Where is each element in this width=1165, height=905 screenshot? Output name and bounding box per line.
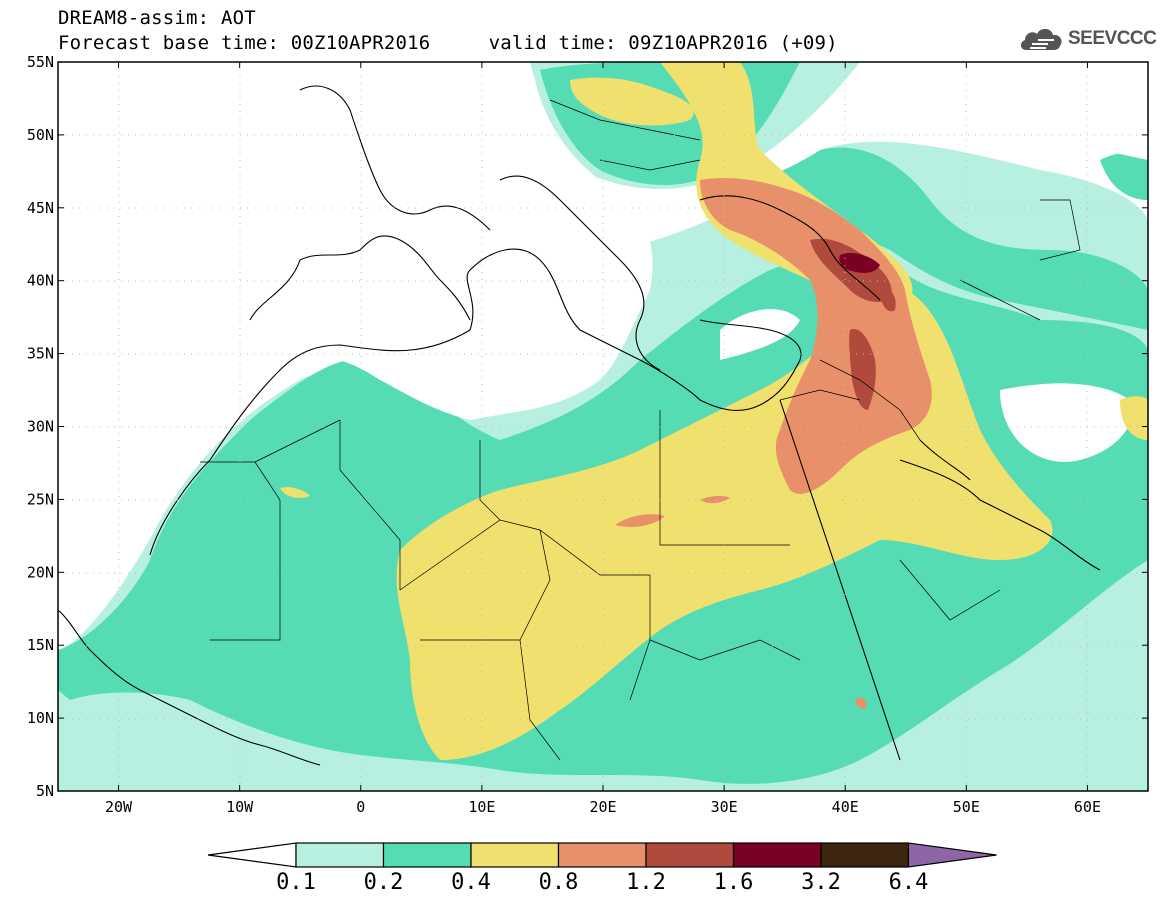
graticule	[58, 62, 1148, 791]
lon-tick-label: 30E	[711, 798, 738, 816]
longitude-axis: 20W 10W 0 10E 20E 30E 40E 50E 60E	[105, 62, 1101, 816]
lon-tick-label: 10W	[226, 798, 254, 816]
colorbar-swatch	[295, 842, 385, 868]
brand-name: SEEVCCC	[1068, 28, 1157, 49]
colorbar-high-extend	[907, 842, 997, 868]
lon-tick-label: 20W	[105, 798, 133, 816]
colorbar: 0.1 0.2 0.4 0.8 1.2 1.6 3.2 6.4	[207, 842, 997, 895]
lon-tick-label: 0	[356, 798, 365, 816]
colorbar-swatch	[820, 842, 910, 868]
colorbar-label: 6.4	[889, 870, 929, 895]
lon-tick-label: 40E	[832, 798, 859, 816]
aot-below-0.1	[58, 62, 1148, 560]
cloud-icon	[1020, 28, 1062, 50]
colorbar-label: 3.2	[801, 870, 841, 895]
colorbar-swatch	[470, 842, 560, 868]
lat-tick-label: 30N	[27, 418, 54, 436]
lat-tick-label: 15N	[27, 636, 54, 654]
lat-tick-label: 55N	[27, 53, 54, 71]
lon-tick-label: 10E	[468, 798, 495, 816]
colorbar-label: 0.4	[451, 870, 491, 895]
colorbar-low-extend	[207, 842, 297, 868]
latitude-axis: 55N 50N 45N 40N 35N 30N 25N 20N 15N 10N 5N	[27, 53, 1148, 800]
aot-level-0.8	[615, 178, 932, 709]
lat-tick-label: 40N	[27, 272, 54, 290]
colorbar-label: 0.1	[276, 870, 316, 895]
chart-title: DREAM8-assim: AOT	[58, 7, 256, 29]
colorbar-swatch	[557, 842, 647, 868]
colorbar-label: 0.2	[364, 870, 404, 895]
colorbar-label: 1.6	[714, 870, 754, 895]
aot-level-1.6	[839, 253, 880, 273]
lat-tick-label: 5N	[36, 782, 54, 800]
lat-tick-label: 10N	[27, 709, 54, 727]
coastlines	[58, 85, 1101, 766]
lat-tick-label: 50N	[27, 126, 54, 144]
colorbar-swatch	[645, 842, 735, 868]
colorbar-swatch	[382, 842, 472, 868]
lat-tick-label: 20N	[27, 563, 54, 581]
lon-tick-label: 20E	[589, 798, 616, 816]
lat-tick-label: 45N	[27, 199, 54, 217]
lon-tick-label: 50E	[953, 798, 980, 816]
lat-tick-label: 35N	[27, 345, 54, 363]
colorbar-swatch	[732, 842, 822, 868]
lat-tick-label: 25N	[27, 490, 54, 508]
seevccc-logo: SEEVCCC	[1018, 24, 1158, 56]
lon-tick-label: 60E	[1074, 798, 1101, 816]
forecast-time-line: Forecast base time: 00Z10APR2016 valid t…	[58, 32, 838, 54]
colorbar-label: 1.2	[626, 870, 666, 895]
colorbar-label: 0.8	[539, 870, 579, 895]
